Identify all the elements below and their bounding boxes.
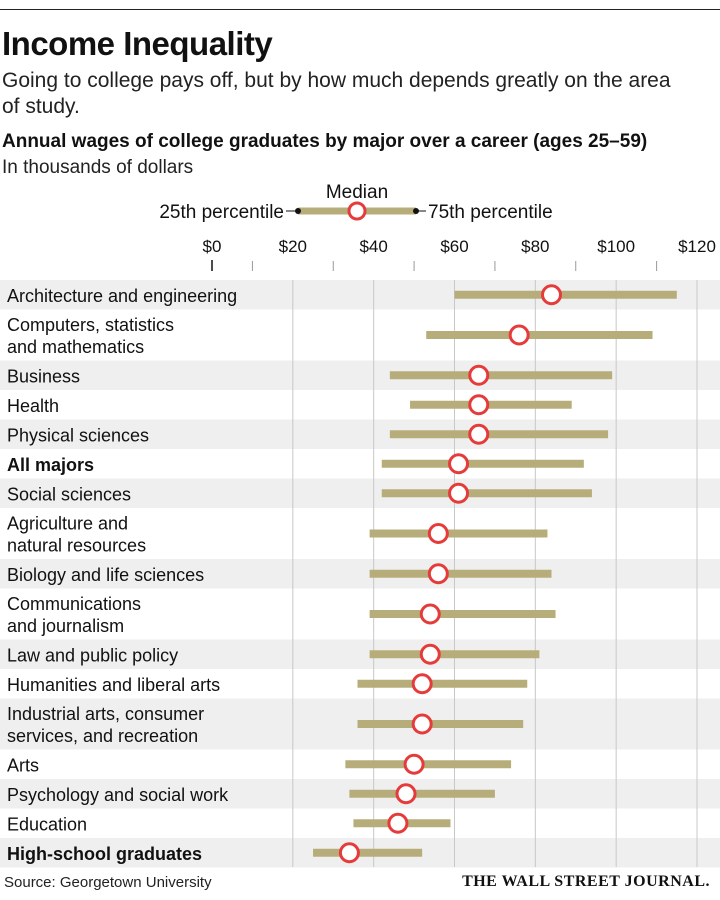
chart-units: In thousands of dollars [2,157,194,178]
range-bars [313,290,677,857]
row-label: services, and recreation [7,726,198,746]
median-marker [427,523,449,544]
publisher-logo: THE WALL STREET JOURNAL. [462,873,710,890]
x-tick-label: $20 [279,237,307,256]
median-marker [468,364,490,386]
median-marker [395,783,417,805]
median-marker [448,453,470,475]
median-marker [403,753,425,775]
row-label: Industrial arts, consumer [7,704,204,724]
median-marker [411,713,433,735]
legend-high-label: 75th percentile [428,202,553,223]
x-tick-label: $0 [203,237,222,256]
x-tick-label: $40 [359,237,387,256]
row-label: Business [7,366,80,386]
median-marker [468,423,490,445]
row-label: Agriculture and [7,514,128,534]
row-label: Arts [7,755,39,775]
x-tick-label: $80 [521,237,549,256]
median-marker [387,812,409,834]
x-tick-label: $120 [678,237,716,256]
x-axis: $0 $20 $40 $60 $80 $100 $120 [203,237,716,271]
legend-median-label: Median [326,182,388,203]
row-label: Architecture and engineering [7,286,237,306]
x-tick-label: $60 [440,237,468,256]
median-marker [468,394,490,416]
page-title: Income Inequality [2,25,273,62]
median-marker [338,842,360,864]
x-tick-label: $100 [597,237,635,256]
row-label: Psychology and social work [7,785,229,805]
row-label: Communications [7,594,141,614]
row-label: Law and public policy [7,645,178,665]
median-marker [508,324,530,346]
row-label: Social sciences [7,484,131,504]
row-labels: Architecture and engineering Computers, s… [7,286,237,864]
legend-low-label: 25th percentile [159,202,284,223]
median-marker [427,563,449,585]
row-label: Computers, statistics [7,315,174,335]
row-label: All majors [7,455,94,475]
source-note: Source: Georgetown University [4,874,212,891]
median-markers [338,284,562,864]
median-marker [411,673,433,695]
median-marker [419,603,441,625]
row-label: and mathematics [7,337,144,357]
chart-title: Annual wages of college graduates by maj… [2,131,648,152]
row-label: Biology and life sciences [7,565,204,585]
row-band [0,639,720,669]
row-label: natural resources [7,536,146,556]
range-dot-chart: $0 $20 $40 $60 $80 $100 $120 25th percentile 75… [0,182,720,868]
legend-median-marker [347,201,367,221]
row-label: Humanities and liberal arts [7,675,220,695]
top-rule [0,9,720,10]
row-band [0,478,720,508]
row-label: High-school graduates [7,844,202,864]
page-subtitle: Going to college pays off, but by how mu… [2,69,671,118]
legend: 25th percentile 75th percentile Median [159,182,552,223]
median-marker [448,482,470,504]
row-label: and journalism [7,616,124,636]
median-marker [541,284,562,306]
row-label: Physical sciences [7,425,149,445]
row-label: Education [7,814,87,834]
median-marker [419,643,441,665]
row-label: Health [7,396,59,416]
row-band [0,559,720,589]
